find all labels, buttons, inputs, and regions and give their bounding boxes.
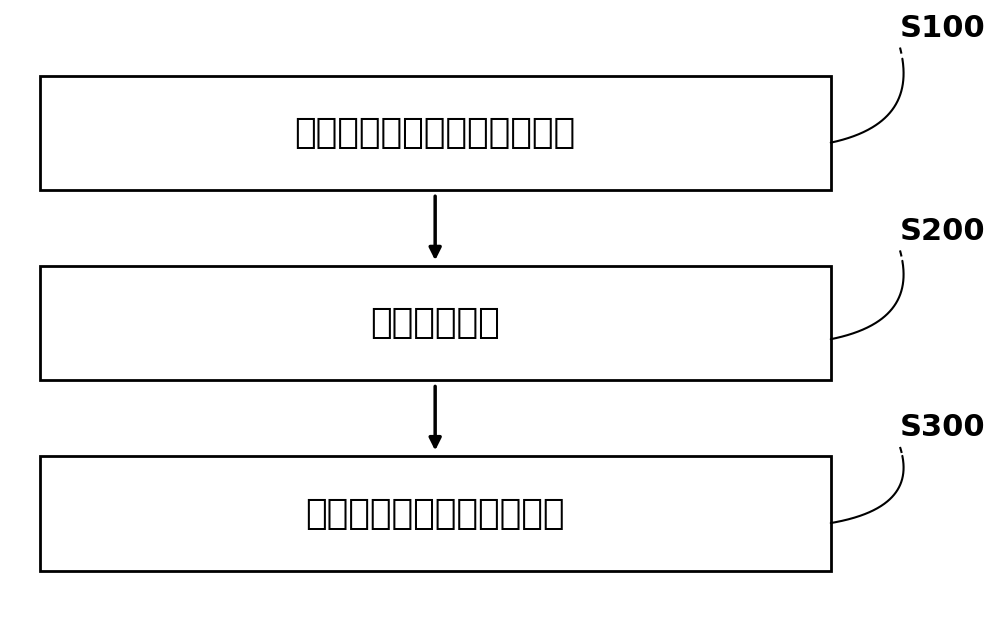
Text: 制备酸处理的碳纳米管分散液: 制备酸处理的碳纳米管分散液 (295, 116, 576, 150)
Bar (40, 456, 831, 571)
Bar (40, 266, 831, 380)
Text: S100: S100 (900, 14, 986, 43)
Text: 对电泳沉积碳管电极后处理: 对电泳沉积碳管电极后处理 (306, 496, 565, 531)
Text: 进行电泳沉积: 进行电泳沉积 (370, 306, 500, 340)
Text: S200: S200 (900, 217, 986, 246)
Bar (40, 76, 831, 190)
Text: S300: S300 (900, 413, 986, 443)
